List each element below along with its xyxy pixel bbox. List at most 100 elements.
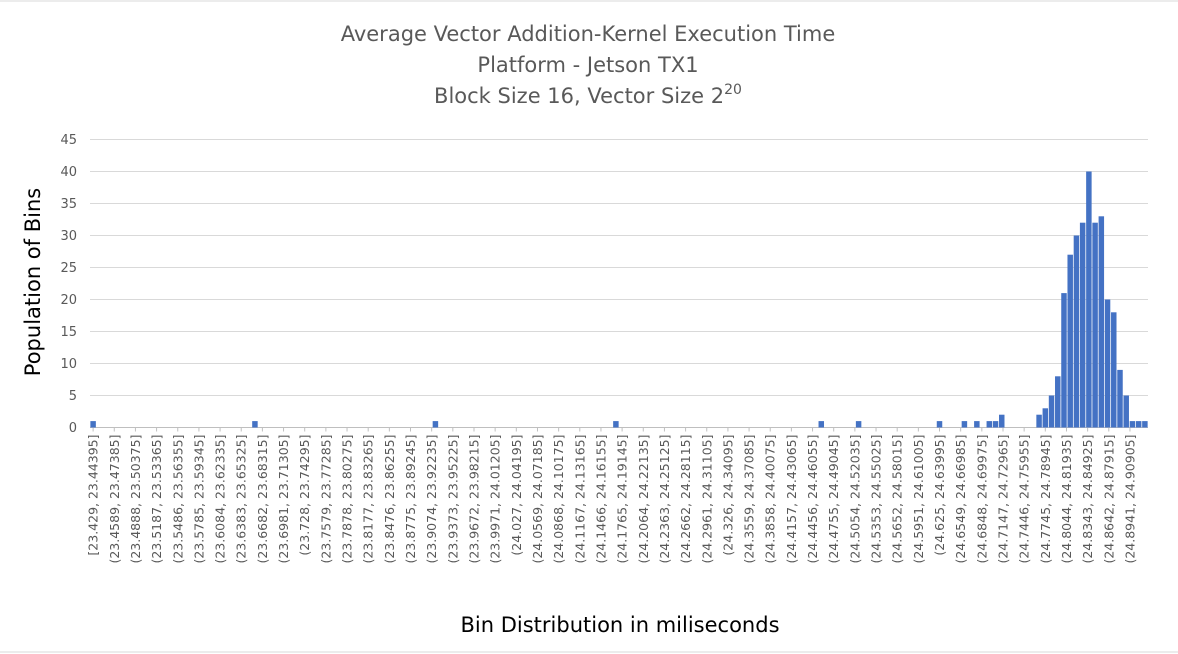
bar [1036,414,1042,428]
y-axis-ticks: 0 5 10 15 20 25 30 35 40 45 [60,133,77,436]
bar [1067,254,1073,428]
x-tick-label: (23.728, 23.74295] [297,435,312,556]
x-tick-label: (23.6084, 23.62335] [213,435,228,564]
bars [90,171,1148,428]
y-tick-label: 45 [60,133,77,148]
x-tick-label: (23.7579, 23.77285] [318,435,333,564]
x-tick-label: (24.0569, 24.07185] [530,435,545,564]
x-tick-label: (24.1167, 24.13165] [572,435,587,564]
x-tick-label: (23.8775, 23.89245] [403,435,418,564]
y-tick-label: 10 [60,357,77,372]
bar [252,421,258,428]
x-tick-label: (24.5353, 24.55025] [869,435,884,564]
x-tick-label: (23.9672, 23.98215] [466,435,481,564]
x-tick-label: (23.4589, 23.47385] [107,435,122,564]
x-tick-label: (24.8642, 24.87915] [1101,435,1116,564]
bar [1048,395,1055,428]
x-tick-label: (24.8343, 24.84925] [1080,435,1095,564]
x-tick-label: (23.5486, 23.56355] [170,435,185,564]
y-tick-label: 30 [60,229,77,244]
y-tick-label: 40 [60,165,77,180]
x-tick-label: (23.5187, 23.53365] [149,435,164,564]
x-tick-label: (24.027, 24.04195] [509,435,524,556]
x-tick-label: (24.5054, 24.52035] [847,435,862,564]
y-tick-label: 35 [60,197,77,212]
x-tick-label: (24.625, 24.63995] [932,435,947,556]
bar [986,421,993,428]
x-tick-label: (24.2961, 24.31105] [699,435,714,564]
y-tick-label: 25 [60,261,77,276]
x-tick-label: (23.5785, 23.59345] [191,435,206,564]
x-tick-label: [23.429, 23.44395] [86,435,101,556]
bar [936,421,943,428]
bar [1086,171,1092,428]
bar [1042,408,1049,428]
chart-subtitle-exponent: 20 [724,82,742,98]
y-tick-label: 0 [69,421,77,436]
x-tick-label: (23.9971, 24.01205] [488,435,503,564]
bar [818,421,825,428]
x-axis-title: Bin Distribution in miliseconds [460,613,779,637]
bar [90,421,96,428]
y-tick-label: 5 [69,389,77,404]
gridlines [90,139,1148,428]
bar [432,421,439,428]
x-tick-label: (24.1466, 24.16155] [593,435,608,564]
x-tick-label: (24.6848, 24.69975] [974,435,989,564]
bar [1079,222,1086,428]
x-tick-label: (24.5951, 24.61005] [911,435,926,564]
bar [1092,222,1098,428]
x-tick-label: (24.6549, 24.66985] [953,435,968,564]
chart-subtitle-config-text: Block Size 16, Vector Size 2 [434,84,724,108]
x-tick-label: (24.5652, 24.58015] [890,435,905,564]
bar [992,421,999,428]
chart-subtitle-config: Block Size 16, Vector Size 220 [434,82,742,108]
bar [1142,421,1148,428]
x-tick-label: (24.3559, 24.37085] [742,435,757,564]
bar [1117,369,1123,428]
x-tick-label: (24.0868, 24.10175] [551,435,566,564]
x-axis-ticks: [23.429, 23.44395] (23.4589, 23.47385] (23… [86,427,1137,564]
bar [961,421,968,428]
x-tick-label: (24.2064, 24.22135] [636,435,651,564]
x-tick-label: (24.2363, 24.25125] [657,435,672,564]
x-tick-label: (24.4456, 24.46055] [805,435,820,564]
bar [1055,376,1061,428]
bar [613,421,619,428]
x-tick-label: (23.6981, 23.71305] [276,435,291,564]
y-axis-title: Population of Bins [21,188,45,376]
x-tick-label: (23.6682, 23.68315] [255,435,270,564]
x-tick-label: (23.8177, 23.83265] [361,435,376,564]
bar [1098,216,1105,428]
x-tick-label: (24.326, 24.34095] [720,435,735,556]
x-tick-label: (24.4755, 24.49045] [826,435,841,564]
x-tick-label: (24.7147, 24.72965] [995,435,1010,564]
x-tick-label: (24.2662, 24.28115] [678,435,693,564]
y-tick-label: 20 [60,293,77,308]
bar [1129,421,1136,428]
y-tick-label: 15 [60,325,77,340]
x-tick-label: (23.9373, 23.95225] [445,435,460,564]
bar [1123,395,1129,428]
x-tick-label: (24.7446, 24.75955] [1017,435,1032,564]
bar [1135,421,1142,428]
bar [855,421,862,428]
x-tick-label: (23.8476, 23.86255] [382,435,397,564]
chart-title: Average Vector Addition-Kernel Execution… [341,22,836,46]
x-tick-label: (23.4888, 23.50375] [128,435,143,564]
chart-subtitle-platform: Platform - Jetson TX1 [477,53,698,77]
bar [1104,299,1111,428]
x-tick-label: (24.4157, 24.43065] [784,435,799,564]
x-tick-label: (23.9074, 23.92235] [424,435,439,564]
bar [1073,235,1080,428]
x-tick-label: (23.6383, 23.65325] [234,435,249,564]
bar [974,421,980,428]
x-tick-label: (24.7745, 24.78945] [1038,435,1053,564]
x-tick-label: (24.8044, 24.81935] [1059,435,1074,564]
bar [999,414,1005,428]
bar [1061,293,1067,428]
x-tick-label: (24.1765, 24.19145] [615,435,630,564]
x-tick-label: (23.7878, 23.80275] [340,435,355,564]
